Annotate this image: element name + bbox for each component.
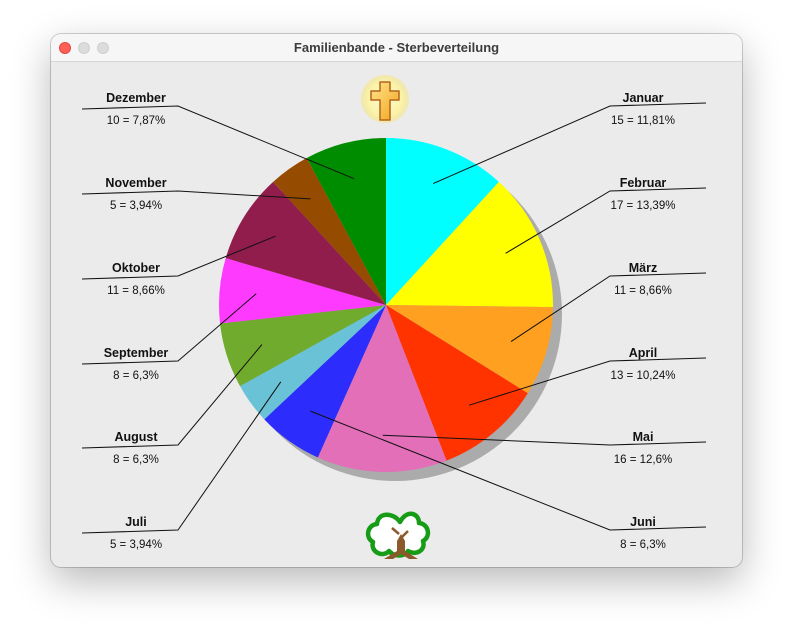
pie-slice-september (218, 258, 386, 324)
minimize-button[interactable] (78, 42, 90, 54)
label-month-juni: Juni (630, 515, 656, 529)
leader-line-märz (510, 272, 707, 343)
label-value-august: 8 = 6,3% (113, 454, 159, 466)
leader-line-august (81, 344, 263, 449)
label-month-mai: Mai (633, 430, 654, 444)
label-value-september: 8 = 6,3% (113, 370, 159, 382)
cross-icon (361, 75, 409, 123)
pie-slice-dezember (306, 138, 386, 305)
pie-slice-november (273, 158, 386, 305)
label-value-märz: 11 = 8,66% (614, 285, 672, 297)
pie-slice-august (220, 305, 386, 387)
pie-slice-märz (386, 305, 553, 394)
tree-icon (365, 511, 431, 559)
pie-slice-mai (317, 305, 447, 472)
label-value-februar: 17 = 13,39% (611, 200, 676, 212)
pie-slice-februar (386, 181, 554, 308)
pie-slice-april (386, 305, 528, 461)
leader-line-september (81, 293, 257, 365)
label-value-mai: 16 = 12,6% (614, 454, 673, 466)
label-value-januar: 15 = 11,81% (611, 115, 675, 127)
pie-slice-juni (264, 305, 386, 458)
label-month-oktober: Oktober (112, 261, 160, 275)
leader-line-dezember (81, 105, 355, 180)
leader-line-juni (310, 410, 707, 531)
pie-slice-oktober (225, 181, 386, 305)
label-month-august: August (114, 430, 158, 444)
title-bar: Familienbande - Sterbeverteilung (51, 34, 742, 62)
pie-slice-juli (240, 305, 386, 420)
label-month-april: April (629, 346, 657, 360)
label-month-märz: März (629, 261, 657, 275)
leader-line-november (81, 190, 311, 200)
label-value-april: 13 = 10,24% (611, 370, 676, 382)
label-value-dezember: 10 = 7,87% (107, 115, 166, 127)
label-value-november: 5 = 3,94% (110, 200, 162, 212)
pie-slice-januar (386, 138, 499, 305)
close-button[interactable] (59, 42, 71, 54)
label-month-juli: Juli (125, 515, 147, 529)
window-title: Familienbande - Sterbeverteilung (293, 40, 500, 55)
label-month-november: November (105, 176, 166, 190)
leader-line-februar (505, 187, 707, 254)
leader-line-juli (81, 381, 282, 534)
label-month-dezember: Dezember (106, 91, 166, 105)
label-month-januar: Januar (623, 91, 664, 105)
leader-line-mai (382, 434, 707, 446)
label-month-september: September (104, 346, 169, 360)
leader-line-oktober (81, 235, 276, 280)
label-value-juli: 5 = 3,94% (110, 539, 162, 551)
label-month-februar: Februar (620, 176, 667, 190)
label-value-oktober: 11 = 8,66% (107, 285, 165, 297)
leader-line-april (469, 357, 707, 406)
zoom-button[interactable] (97, 42, 109, 54)
leader-line-januar (432, 102, 707, 185)
label-value-juni: 8 = 6,3% (620, 539, 666, 551)
